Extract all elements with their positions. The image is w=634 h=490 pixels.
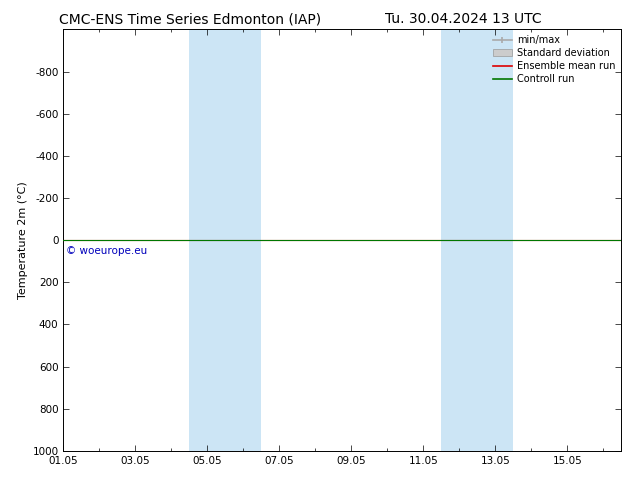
Bar [190, 29, 261, 451]
Text: Tu. 30.04.2024 13 UTC: Tu. 30.04.2024 13 UTC [384, 12, 541, 26]
Bar [441, 29, 514, 451]
Y-axis label: Temperature 2m (°C): Temperature 2m (°C) [18, 181, 29, 299]
Legend: min/max, Standard deviation, Ensemble mean run, Controll run: min/max, Standard deviation, Ensemble me… [489, 31, 619, 88]
Text: CMC-ENS Time Series Edmonton (IAP): CMC-ENS Time Series Edmonton (IAP) [59, 12, 321, 26]
Text: © woeurope.eu: © woeurope.eu [66, 246, 148, 256]
